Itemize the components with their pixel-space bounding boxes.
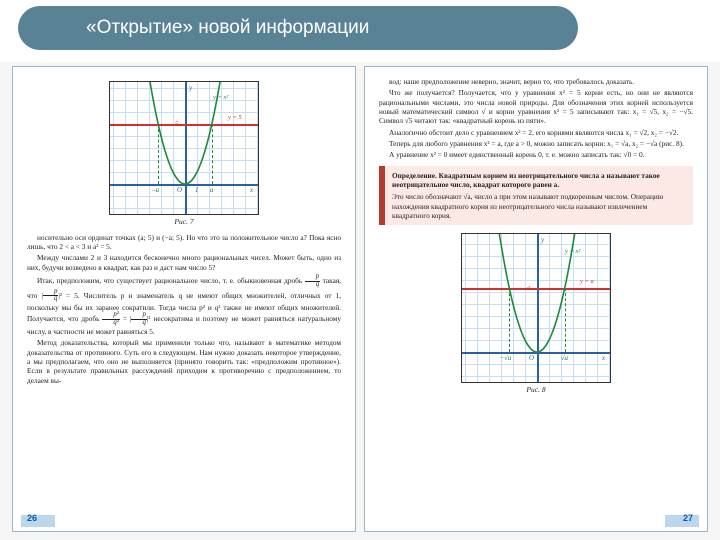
fraction-p2-q2: p²q² [102, 312, 119, 327]
figure-7-graph: yxO15a–ay = x²y = 5 [109, 81, 259, 215]
figure-7-caption: Рис. 7 [27, 217, 341, 227]
slide-header: «Открытие» новой информации [0, 0, 720, 62]
fraction-p-q: pq [305, 274, 320, 289]
p27-para4: Теперь для любого уравнения x² = a, где … [379, 139, 693, 148]
p26-para4: Метод доказательства, который мы примени… [27, 338, 341, 385]
p27-para5: А уравнение x² = 0 имеет единственный ко… [379, 150, 693, 159]
fraction-p-q-sq: pq [43, 289, 58, 304]
figure-8-graph: yxOa√a−√ay = x²y = a [461, 233, 611, 383]
textbook-spread: yxO15a–ay = x²y = 5 Рис. 7 носительно ос… [0, 62, 720, 532]
definition-after: Это число обозначают √a, число a при это… [392, 192, 663, 220]
page-27: вод: наше предположение неверно, значит,… [364, 66, 708, 532]
p27-para1: вод: наше предположение неверно, значит,… [379, 77, 693, 86]
p27-para2: Что же получается? Получается, что у ура… [379, 88, 693, 125]
p26-para2: Между числами 2 и 3 находится бесконечно… [27, 253, 341, 272]
definition-title: Определение. [392, 171, 437, 180]
page-number-27: 27 [683, 513, 693, 525]
header-title: «Открытие» новой информации [86, 17, 369, 39]
figure-8-caption: Рис. 8 [379, 385, 693, 395]
p27-para3: Аналогично обстоит дело с уравнением x² … [379, 128, 693, 137]
page-number-26: 26 [27, 513, 37, 525]
header-pill: «Открытие» новой информации [18, 6, 578, 50]
page-26: yxO15a–ay = x²y = 5 Рис. 7 носительно ос… [12, 66, 356, 532]
definition-box: Определение. Квадратным корнем из неотри… [379, 166, 693, 226]
p26-para1: носительно оси ординат точках (a; 5) и (… [27, 233, 341, 252]
p26-para3: Итак, предположим, что существует рацион… [27, 274, 341, 336]
